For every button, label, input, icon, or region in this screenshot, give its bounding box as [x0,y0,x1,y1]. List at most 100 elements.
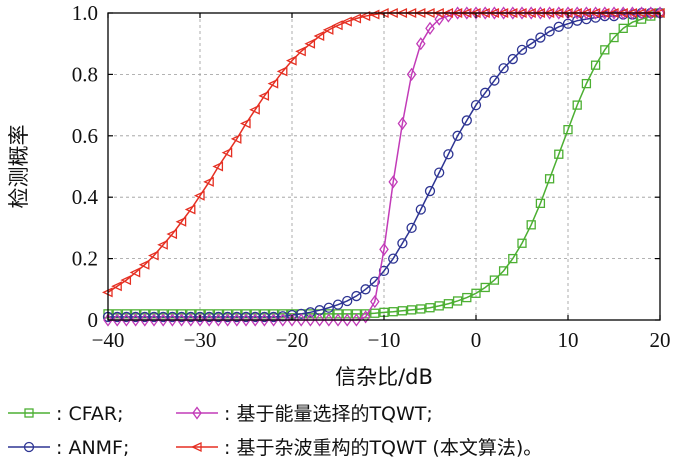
data-point [471,288,481,298]
y-tick-label: 0.6 [72,124,98,148]
x-tick-label: −40 [92,328,125,352]
data-point [517,238,527,248]
data-point [296,313,307,327]
legend-label: : 基于能量选择的TQWT; [224,403,433,425]
data-point [415,37,426,51]
data-point [388,307,398,317]
data-point [507,6,518,20]
data-point [600,45,610,55]
data-point [342,309,352,319]
data-point [147,250,159,261]
data-point [305,313,316,327]
data-point [305,307,316,318]
data-point [350,13,362,24]
data-point [498,6,509,20]
data-point [480,87,491,98]
data-point [323,313,334,327]
data-point [341,16,352,27]
data-point [572,6,583,20]
data-point [241,313,251,327]
data-point [351,290,362,302]
data-point [268,313,279,327]
data-point [333,309,343,319]
legend-marker [23,441,35,453]
data-point [581,6,592,20]
legend-label: : CFAR; [56,403,124,425]
data-point [618,23,628,34]
data-point [498,63,509,74]
data-point [424,185,436,197]
data-point [359,11,371,22]
data-point [184,204,196,215]
data-point [139,313,150,327]
data-point [332,299,344,310]
x-axis-title: 信杂比/dB [335,365,433,389]
data-point [397,238,408,249]
data-point [285,55,297,66]
data-point [176,313,187,327]
data-point [434,167,445,178]
data-point [203,176,214,187]
data-point [526,6,537,20]
data-point [526,220,536,230]
data-point [360,309,371,319]
data-point [563,125,573,135]
data-point [158,313,169,327]
ticks: −40 −30 −20 −10 0 10 20 0 0.2 0.4 0.6 0.8 1.0 [72,1,671,352]
data-point [590,60,601,70]
data-point [425,303,435,313]
data-point [121,313,132,327]
data-point [406,305,417,315]
data-point [434,301,444,311]
data-point [544,174,555,184]
data-point [342,313,353,327]
data-point [120,275,132,286]
y-tick-label: 0 [88,308,99,332]
data-point [111,281,122,292]
data-point [489,275,500,285]
data-point [397,116,408,131]
data-point [416,304,426,314]
y-tick-label: 1.0 [72,1,98,25]
data-point [489,6,500,20]
data-point [369,294,380,309]
data-point [195,313,205,327]
data-point [323,302,334,313]
legend-marker [192,406,202,420]
data-point [471,6,481,20]
legend-label: : 基于杂波重构的TQWT (本文算法)。 [224,437,542,459]
data-point [213,313,224,327]
data-point [193,190,205,201]
data-point [249,104,260,115]
data-point [508,253,518,264]
data-point [166,229,178,240]
legend-item-4: : 基于杂波重构的TQWT (本文算法)。 [176,437,542,459]
data-point [599,6,610,20]
data-point [517,6,527,20]
data-point [129,267,141,278]
series-2 [102,7,666,323]
grid [108,13,660,320]
data-point [304,38,316,49]
data-point [185,313,196,327]
y-tick-label: 0.2 [72,247,98,271]
data-point [103,313,113,327]
data-point [452,130,463,141]
data-point [590,6,601,20]
data-point [342,295,353,307]
data-point [276,66,288,77]
data-point [425,21,435,35]
x-tick-label: 10 [558,328,579,352]
data-point [313,31,325,42]
data-point [388,175,399,189]
data-point [157,239,168,250]
legend-marker [24,408,34,418]
legend-label: : ANMF; [56,437,129,459]
data-point [452,296,463,306]
data-point [443,149,454,160]
data-point [287,313,297,327]
legend-item-1: : CFAR; [8,403,124,425]
data-point [230,133,242,144]
data-point [379,242,389,256]
